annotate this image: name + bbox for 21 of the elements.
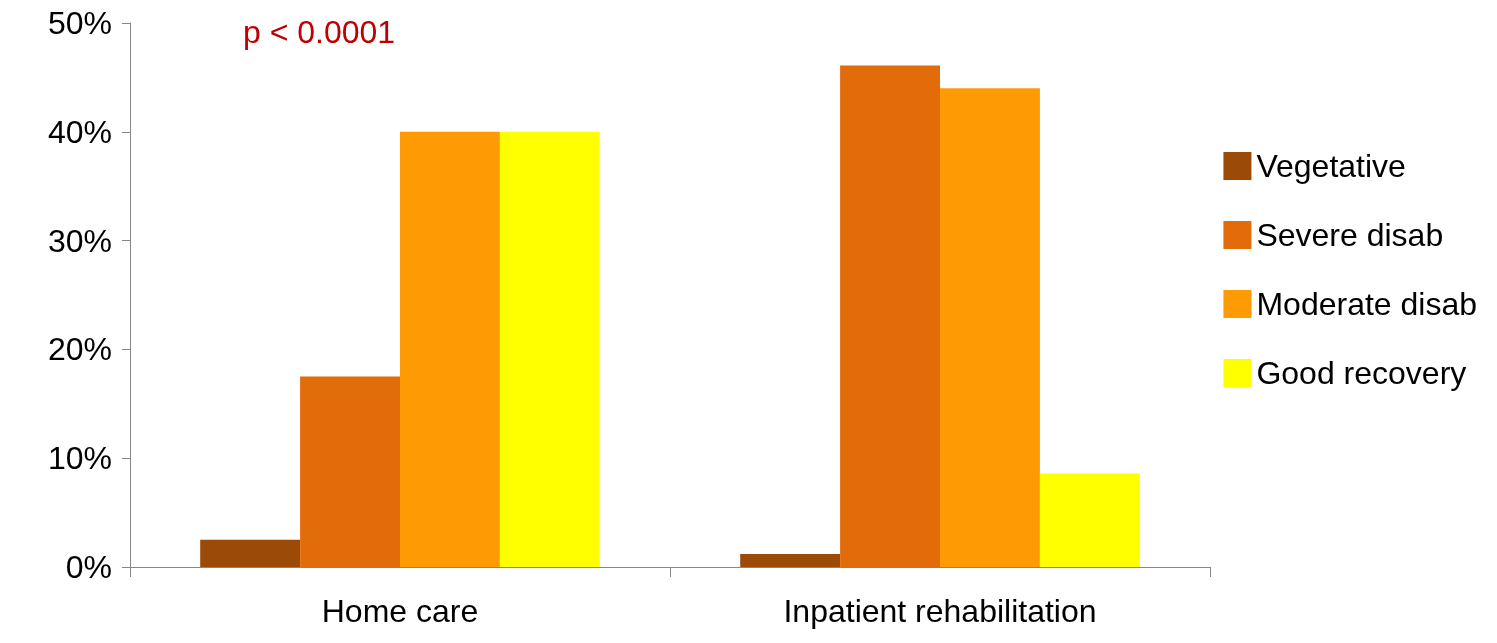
y-tick-label: 10%: [47, 440, 112, 477]
y-tick-label: 0%: [65, 549, 112, 585]
bar: [300, 376, 400, 567]
bar: [740, 553, 841, 567]
legend-label: Severe disab: [1256, 217, 1444, 253]
bar: [400, 131, 500, 567]
annotation: p < 0.0001: [243, 14, 396, 50]
bar: [840, 65, 940, 567]
bar: [200, 539, 301, 567]
y-tick-label: 40%: [47, 113, 112, 150]
y-tick-label: 20%: [47, 331, 112, 368]
legend-label: Vegetative: [1256, 148, 1406, 184]
bar: [1039, 473, 1140, 567]
x-tick-label: Inpatient rehabilitation: [783, 593, 1097, 629]
y-tick-label: 30%: [47, 222, 112, 259]
y-tick-label: 50%: [47, 5, 112, 41]
bar: [499, 131, 600, 567]
x-tick-label: Home care: [321, 593, 479, 629]
bar: [940, 88, 1040, 567]
legend-label: Good recovery: [1256, 355, 1467, 391]
legend-label: Moderate disab: [1256, 286, 1477, 322]
